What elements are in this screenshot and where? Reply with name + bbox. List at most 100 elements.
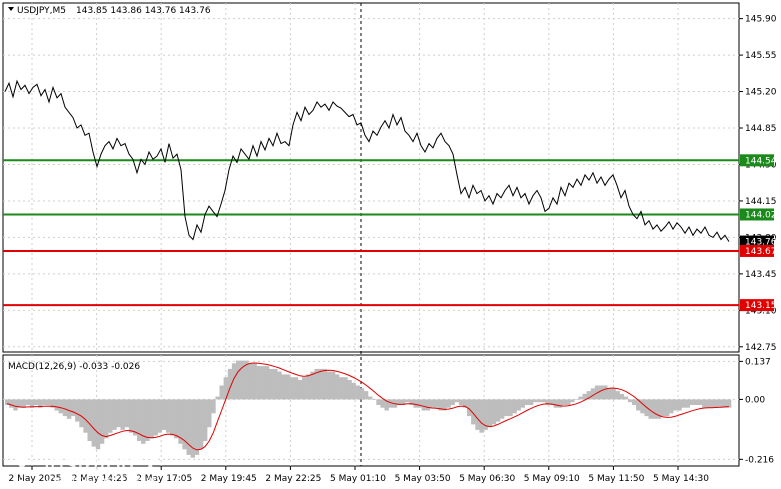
time-tick-label: 5 May 09:10 bbox=[524, 474, 580, 484]
ohlc-values: 143.85 143.86 143.76 143.76 bbox=[76, 6, 211, 16]
macd-bar bbox=[335, 374, 340, 400]
macd-bar bbox=[355, 385, 360, 400]
macd-bar bbox=[17, 399, 22, 408]
price-tick-label: 144.15 bbox=[745, 197, 777, 207]
macd-bar bbox=[537, 399, 542, 403]
macd-bar bbox=[95, 399, 101, 450]
macd-bar bbox=[149, 399, 154, 439]
macd-bar bbox=[42, 399, 47, 405]
macd-bar bbox=[368, 396, 373, 400]
logo-brand: instaforex bbox=[44, 448, 157, 478]
macd-bar bbox=[104, 399, 109, 439]
macd-bar bbox=[462, 399, 468, 408]
macd-bar bbox=[380, 399, 385, 408]
macd-bar bbox=[343, 377, 348, 400]
macd-bar bbox=[50, 399, 55, 408]
macd-bar bbox=[417, 399, 422, 408]
macd-bar bbox=[512, 399, 517, 414]
macd-bar bbox=[62, 399, 68, 417]
macd-bar bbox=[112, 399, 117, 430]
macd-bar bbox=[669, 399, 674, 414]
macd-bar bbox=[211, 399, 216, 414]
level-badge-label: 143.76 bbox=[745, 238, 777, 248]
macd-bar bbox=[557, 399, 563, 408]
macd-bar bbox=[607, 388, 612, 400]
macd-bar bbox=[652, 399, 657, 419]
macd-bar bbox=[611, 388, 616, 400]
macd-bar bbox=[450, 399, 455, 405]
macd-bar bbox=[297, 380, 303, 400]
macd-bar bbox=[520, 399, 525, 408]
macd-panel-border bbox=[2, 354, 740, 467]
macd-bar bbox=[182, 399, 187, 450]
macd-bar bbox=[29, 399, 35, 408]
macd-bar bbox=[91, 399, 96, 447]
macd-bar bbox=[25, 399, 30, 405]
macd-bar bbox=[174, 399, 179, 439]
time-tick-label: 5 May 01:10 bbox=[330, 474, 386, 484]
level-lines bbox=[3, 159, 739, 307]
macd-histogram bbox=[5, 360, 732, 458]
price-tick-label: 145.90 bbox=[745, 15, 777, 25]
time-tick-label: 2 May 14:25 bbox=[72, 474, 128, 484]
macd-bar bbox=[71, 399, 76, 417]
macd-bar bbox=[79, 399, 84, 428]
macd-bar bbox=[599, 385, 604, 400]
macd-bar bbox=[339, 377, 344, 400]
macd-bar bbox=[401, 399, 406, 405]
macd-bar bbox=[141, 399, 146, 444]
macd-bar bbox=[120, 399, 125, 430]
macd-bar bbox=[603, 385, 608, 400]
macd-bar bbox=[693, 399, 699, 405]
macd-bar bbox=[165, 399, 171, 433]
macd-bar bbox=[487, 399, 492, 428]
level-badge bbox=[740, 235, 774, 248]
macd-bar bbox=[545, 399, 550, 405]
macd-bar bbox=[359, 388, 365, 400]
macd-bar bbox=[421, 399, 426, 411]
instaforex-logo: instaforex Instant Forex Trading bbox=[5, 445, 159, 487]
macd-bar bbox=[219, 385, 224, 400]
macd-bar bbox=[495, 399, 501, 422]
logo-burst-icon bbox=[5, 445, 39, 479]
macd-bar bbox=[198, 399, 204, 450]
macd-bar bbox=[347, 380, 352, 400]
price-line bbox=[4, 79, 730, 242]
level-badge bbox=[740, 299, 774, 312]
macd-bar bbox=[648, 399, 653, 419]
macd-bar bbox=[46, 399, 51, 405]
level-badge-label: 143.15 bbox=[745, 301, 777, 311]
macd-bar bbox=[656, 399, 662, 419]
time-axis: 2 May 2025 2 May 14:25 2 May 17:05 2 May 19… bbox=[9, 466, 709, 484]
macd-bar bbox=[128, 399, 134, 433]
macd-bar bbox=[698, 399, 703, 405]
price-tick-label: 143.10 bbox=[745, 306, 777, 316]
macd-bar bbox=[409, 399, 414, 405]
macd-bar bbox=[58, 399, 63, 414]
level-badge bbox=[740, 208, 774, 221]
macd-bar bbox=[145, 399, 150, 441]
macd-bar bbox=[252, 363, 257, 400]
macd-bar bbox=[21, 399, 26, 408]
chevron-down-icon[interactable] bbox=[8, 7, 14, 11]
macd-bar bbox=[178, 399, 183, 444]
time-tick-label: 2 May 22:25 bbox=[265, 474, 321, 484]
macd-bar bbox=[99, 399, 105, 444]
macd-bar bbox=[248, 363, 253, 400]
macd-bar bbox=[289, 377, 294, 400]
macd-bar bbox=[231, 363, 237, 400]
macd-bar bbox=[87, 399, 92, 441]
macd-bar bbox=[516, 399, 521, 411]
macd-bar bbox=[471, 399, 476, 425]
macd-bar bbox=[508, 399, 513, 417]
macd-bar bbox=[244, 360, 249, 400]
price-grid bbox=[3, 3, 739, 352]
macd-bar bbox=[578, 396, 583, 400]
macd-bar bbox=[33, 399, 39, 405]
symbol-label: USDJPY,M5 bbox=[17, 6, 66, 16]
price-tick-label: 145.20 bbox=[745, 88, 777, 98]
macd-bar bbox=[83, 399, 88, 433]
macd-bar bbox=[491, 399, 497, 425]
macd-bar bbox=[714, 399, 719, 408]
